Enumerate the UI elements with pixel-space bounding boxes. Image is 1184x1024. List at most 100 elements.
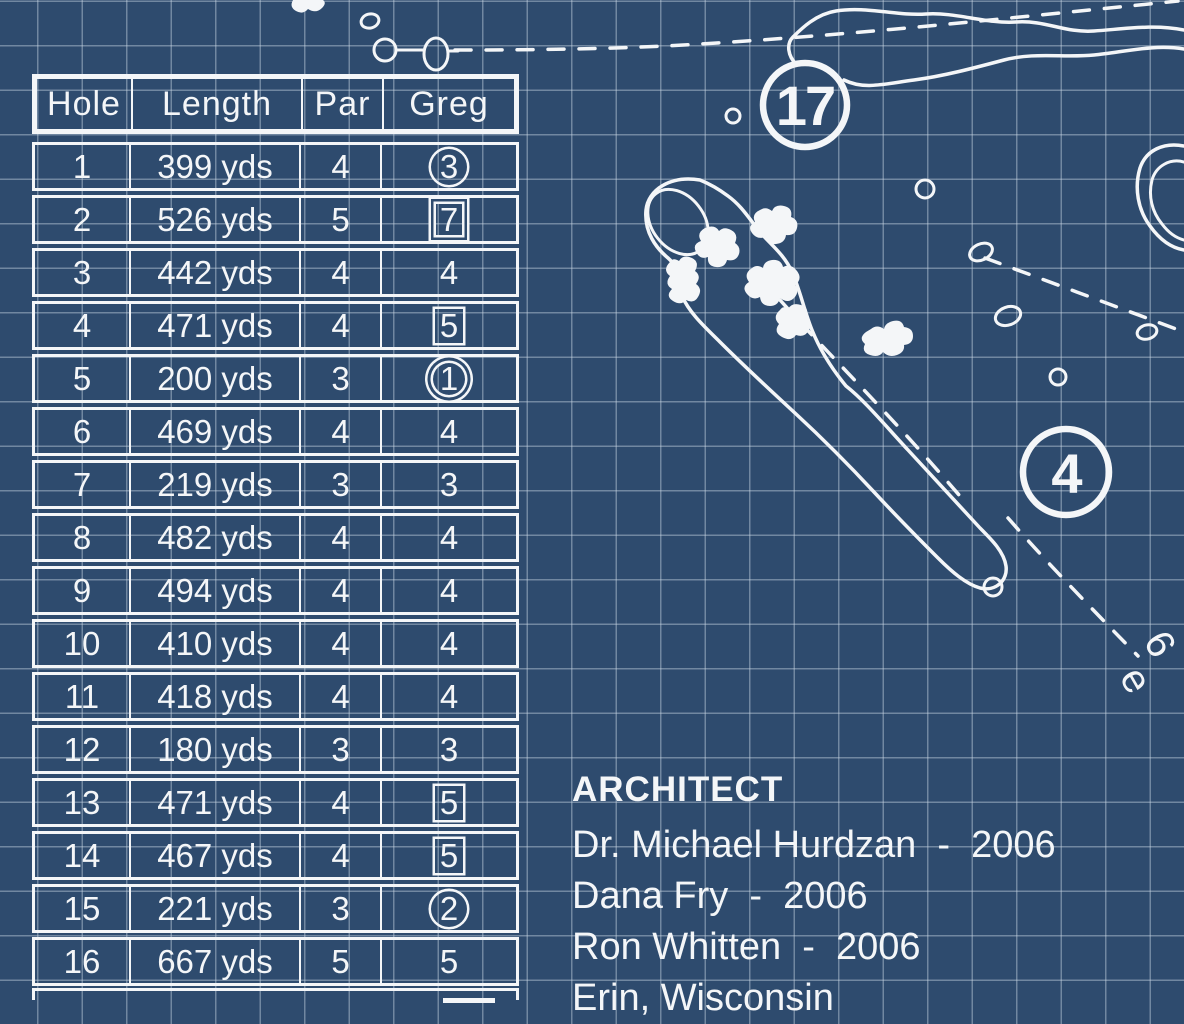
score-value: 3 [439, 730, 459, 768]
par-cell: 4 [301, 410, 382, 453]
hole-cell: 3 [35, 251, 131, 294]
score-value: 4 [439, 677, 459, 715]
hole-cell: 4 [35, 304, 131, 347]
hole17-marker-number: 17 [776, 74, 834, 137]
architect-heading: ARCHITECT [572, 770, 784, 809]
score-marker: 2 [431, 889, 467, 927]
greg-cell: 5 [382, 940, 516, 983]
table-row: 16 667 yds 5 5 [32, 937, 519, 986]
col-header-hole: Hole [37, 79, 133, 129]
length-cell: 471 yds [131, 304, 301, 347]
greg-cell: 4 [382, 569, 516, 612]
score-value: 4 [439, 624, 459, 662]
hole17-fairway-outline [787, 7, 1184, 66]
length-cell: 418 yds [131, 675, 301, 718]
score-marker: 5 [436, 942, 462, 980]
bunker [694, 226, 740, 268]
score-value: 4 [439, 412, 459, 450]
table-row: 10 410 yds 4 4 [32, 619, 519, 668]
greg-cell: 4 [382, 410, 516, 453]
hole17-marker-circle [759, 59, 851, 151]
par-cell: 3 [301, 887, 382, 930]
par-cell: 4 [301, 781, 382, 824]
greg-cell: 5 [382, 834, 516, 877]
score-value: 4 [439, 253, 459, 291]
greg-cell: 1 [382, 357, 516, 400]
tree-ellipse [993, 304, 1023, 328]
hole-cell: 12 [35, 728, 131, 771]
greg-cell: 3 [382, 728, 516, 771]
tree-ellipse [968, 241, 994, 263]
length-cell: 667 yds [131, 940, 301, 983]
score-marker: 4 [436, 412, 462, 450]
table-row: 13 471 yds 4 5 [32, 778, 519, 827]
bunker [666, 256, 701, 304]
table-row: 2 526 yds 5 7 [32, 195, 519, 244]
par-cell: 3 [301, 357, 382, 400]
length-cell: 482 yds [131, 516, 301, 559]
length-cell: 180 yds [131, 728, 301, 771]
course-drawing: 17 4 [291, 0, 1184, 658]
tee-marker [422, 36, 450, 72]
edge-green-outline [1135, 143, 1184, 252]
length-cell: 221 yds [131, 887, 301, 930]
par-cell: 4 [301, 516, 382, 559]
architect-line: Dana Fry - 2006 [572, 875, 868, 917]
greg-cell: 3 [382, 145, 516, 188]
score-value: 3 [439, 465, 459, 503]
hole4-marker-circle [1019, 425, 1113, 519]
length-cell: 494 yds [131, 569, 301, 612]
table-row: 9 494 yds 4 4 [32, 566, 519, 615]
tree-circle [724, 107, 742, 125]
tee-marker [372, 37, 398, 63]
table-row: 6 469 yds 4 4 [32, 407, 519, 456]
score-marker: 4 [436, 677, 462, 715]
greg-cell: 4 [382, 251, 516, 294]
score-value: 5 [439, 306, 459, 344]
table-row: 7 219 yds 3 3 [32, 460, 519, 509]
par-cell: 4 [301, 569, 382, 612]
architect-line: Erin, Wisconsin [572, 977, 834, 1019]
col-header-par: Par [303, 79, 384, 129]
hole-cell: 14 [35, 834, 131, 877]
hole-cell: 11 [35, 675, 131, 718]
score-marker: 5 [435, 306, 463, 344]
architect-line: Dr. Michael Hurdzan - 2006 [572, 824, 1056, 866]
greg-cell: 2 [382, 887, 516, 930]
hole-cell: 13 [35, 781, 131, 824]
length-cell: 410 yds [131, 622, 301, 665]
hole-cell: 1 [35, 145, 131, 188]
par-cell: 5 [301, 940, 382, 983]
table-row: 11 418 yds 4 4 [32, 672, 519, 721]
score-value: 2 [439, 889, 459, 927]
tee-marker [359, 12, 381, 30]
greg-cell: 5 [382, 304, 516, 347]
score-marker: 3 [431, 147, 467, 185]
hole4-fairway-outline [644, 177, 1008, 591]
greg-cell: 4 [382, 622, 516, 665]
par-cell: 4 [301, 304, 382, 347]
tree-circle [914, 178, 936, 200]
length-cell: 200 yds [131, 357, 301, 400]
score-marker: 3 [436, 465, 462, 503]
bunker [744, 259, 800, 306]
par-cell: 4 [301, 834, 382, 877]
par-cell: 5 [301, 198, 382, 241]
par-cell: 4 [301, 622, 382, 665]
length-cell: 469 yds [131, 410, 301, 453]
length-cell: 526 yds [131, 198, 301, 241]
hole17-fairway-outline-lower [842, 45, 1184, 88]
score-value: 4 [439, 571, 459, 609]
score-marker: 4 [436, 571, 462, 609]
length-cell: 467 yds [131, 834, 301, 877]
length-cell: 442 yds [131, 251, 301, 294]
tree-circle [982, 576, 1004, 598]
length-cell: 219 yds [131, 463, 301, 506]
greg-cell: 7 [382, 198, 516, 241]
score-value: 5 [439, 942, 459, 980]
score-value: 3 [439, 147, 459, 185]
length-cell: 399 yds [131, 145, 301, 188]
score-marker: 5 [435, 784, 463, 821]
score-marker: 4 [436, 624, 462, 662]
